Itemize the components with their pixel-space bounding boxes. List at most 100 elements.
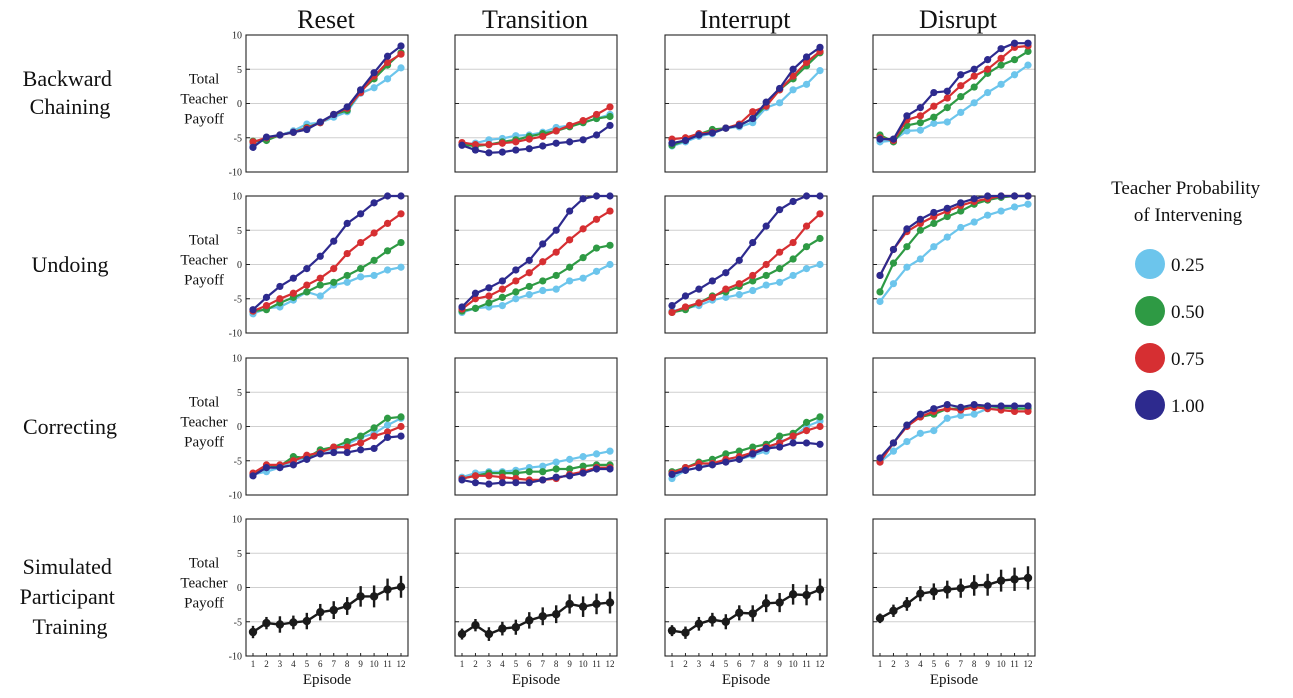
data-point: [889, 606, 898, 615]
data-point: [802, 58, 811, 66]
data-point: [997, 45, 1005, 53]
data-point: [695, 464, 703, 472]
data-point: [592, 465, 601, 473]
data-point: [789, 197, 797, 206]
data-point: [789, 271, 797, 280]
data-point: [397, 192, 405, 200]
data-point: [525, 616, 534, 625]
y-axis-label-simulated-training: Total Teacher Payoff: [180, 556, 227, 612]
y-tick-label: 10: [232, 515, 242, 526]
col-title-transition: Transition: [482, 5, 588, 34]
x-tick-label: 4: [500, 659, 505, 669]
training-series: [248, 575, 406, 639]
data-point: [275, 620, 285, 629]
data-point: [789, 255, 797, 263]
y-tick-label: 5: [237, 549, 242, 560]
data-point: [957, 93, 965, 101]
data-point: [930, 102, 938, 110]
row-labels: Backward Chaining Undoing Correcting Sim…: [20, 66, 118, 639]
row-label-undoing: Undoing: [32, 252, 109, 277]
data-point: [875, 614, 885, 623]
data-point: [303, 281, 311, 289]
data-point: [695, 285, 703, 293]
series-line: [252, 45, 402, 149]
data-point: [525, 145, 533, 153]
data-point: [722, 269, 730, 277]
data-point: [566, 465, 574, 473]
row-label-backward-chaining: Backward Chaining: [23, 66, 118, 119]
x-tick-label: 5: [514, 659, 519, 669]
column-titles: Reset Transition Interrupt Disrupt: [297, 5, 998, 34]
data-point: [471, 141, 480, 149]
series-line: [879, 403, 1028, 459]
data-point: [1024, 192, 1032, 200]
data-point: [485, 472, 493, 480]
series-p050: [249, 238, 405, 315]
data-point: [579, 453, 587, 461]
data-point: [552, 127, 560, 135]
data-point: [681, 136, 690, 145]
data-point: [997, 402, 1005, 410]
data-point: [1023, 573, 1033, 583]
data-point: [802, 80, 811, 88]
data-point: [512, 479, 520, 487]
data-point: [970, 99, 978, 107]
y-tick-label: -10: [229, 652, 242, 663]
data-point: [930, 219, 938, 227]
data-point: [342, 601, 352, 611]
data-point: [722, 285, 730, 293]
data-point: [695, 131, 703, 139]
series-line: [671, 52, 821, 147]
y-tick-label: -10: [229, 329, 242, 340]
data-point: [249, 306, 257, 314]
data-point: [1010, 402, 1019, 410]
panel-backward-chaining-transition: [454, 34, 618, 173]
x-tick-label: 1: [251, 659, 256, 669]
y-axis-label-correcting: Total Teacher Payoff: [180, 395, 227, 451]
x-tick-label: 5: [932, 659, 937, 669]
series-p050: [458, 241, 614, 315]
data-point: [303, 288, 311, 296]
data-point: [498, 139, 506, 147]
data-point: [498, 479, 506, 487]
data-point: [552, 458, 560, 466]
legend-entry-p100: 1.00: [1135, 390, 1204, 420]
series-line: [671, 441, 821, 476]
panel-correcting-disrupt: [872, 357, 1036, 496]
series-p100: [458, 192, 614, 311]
data-point: [762, 281, 770, 289]
data-point: [776, 206, 784, 214]
data-point: [996, 576, 1006, 585]
data-point: [316, 281, 324, 289]
y-axis-label-undoing: Total Teacher Payoff: [180, 233, 227, 289]
data-point: [606, 112, 614, 121]
data-point: [485, 149, 493, 157]
x-axis-label-interrupt: Episode: [722, 672, 771, 688]
data-point: [579, 195, 587, 203]
data-point: [970, 195, 978, 203]
data-point: [970, 72, 978, 80]
data-point: [970, 65, 978, 73]
x-tick-label: 4: [918, 659, 923, 669]
data-point: [397, 64, 405, 72]
data-point: [749, 108, 757, 116]
data-point: [916, 126, 924, 134]
data-point: [668, 302, 676, 310]
series-line: [461, 244, 611, 313]
data-point: [383, 421, 392, 429]
data-point: [579, 225, 587, 233]
data-point: [357, 432, 365, 440]
data-point: [289, 274, 297, 282]
x-tick-label: 10: [789, 659, 799, 669]
x-tick-label: 8: [554, 659, 559, 669]
data-point: [383, 247, 392, 255]
series-p100: [249, 42, 405, 151]
data-point: [538, 612, 547, 621]
data-point: [579, 274, 587, 282]
data-point: [471, 289, 480, 297]
data-point: [485, 292, 493, 300]
data-point: [694, 619, 704, 629]
data-point: [916, 255, 924, 263]
data-point: [889, 259, 898, 267]
data-point: [943, 212, 951, 221]
